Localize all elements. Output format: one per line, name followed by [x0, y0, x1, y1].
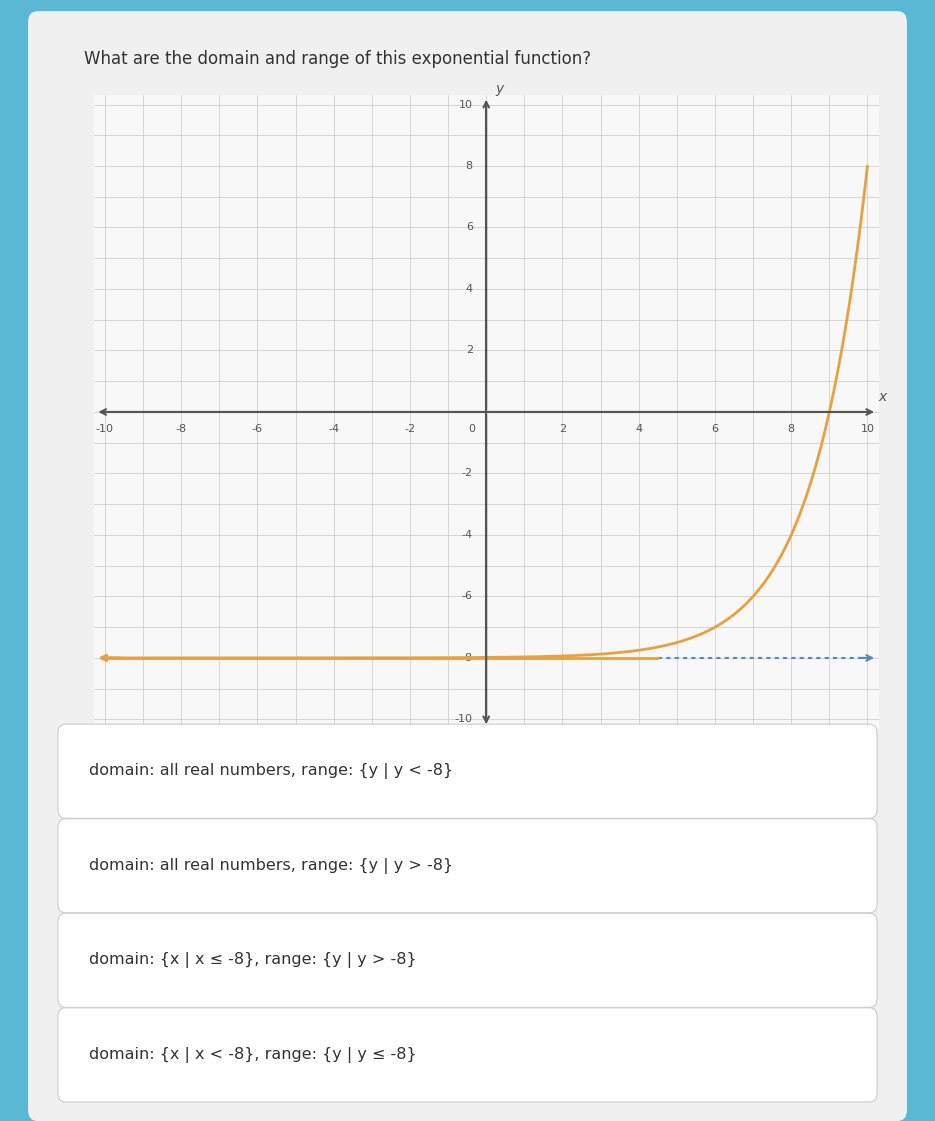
Text: 10: 10	[860, 424, 874, 434]
Text: 10: 10	[459, 100, 473, 110]
Text: domain: all real numbers, range: {y | y < -8}: domain: all real numbers, range: {y | y …	[89, 763, 453, 779]
Text: domain: all real numbers, range: {y | y > -8}: domain: all real numbers, range: {y | y …	[89, 858, 453, 873]
Text: 8: 8	[466, 161, 473, 172]
Text: -4: -4	[328, 424, 339, 434]
Text: 4: 4	[635, 424, 642, 434]
Text: y: y	[496, 82, 504, 96]
Text: x: x	[878, 390, 886, 405]
Text: domain: {x | x < -8}, range: {y | y ≤ -8}: domain: {x | x < -8}, range: {y | y ≤ -8…	[89, 1047, 416, 1063]
Text: -6: -6	[252, 424, 263, 434]
Text: 8: 8	[787, 424, 795, 434]
Text: -10: -10	[96, 424, 114, 434]
Text: 2: 2	[559, 424, 566, 434]
Text: 2: 2	[466, 345, 473, 355]
Text: 6: 6	[712, 424, 718, 434]
Text: 4: 4	[466, 284, 473, 294]
Text: -8: -8	[176, 424, 187, 434]
Text: 0: 0	[468, 424, 475, 434]
Text: domain: {x | x ≤ -8}, range: {y | y > -8}: domain: {x | x ≤ -8}, range: {y | y > -8…	[89, 953, 416, 969]
Text: -2: -2	[404, 424, 415, 434]
Text: -4: -4	[462, 530, 473, 540]
Text: -8: -8	[462, 652, 473, 663]
Text: -10: -10	[454, 714, 473, 724]
Text: 6: 6	[466, 222, 473, 232]
Text: -2: -2	[462, 469, 473, 479]
Text: -6: -6	[462, 592, 473, 602]
Text: What are the domain and range of this exponential function?: What are the domain and range of this ex…	[84, 50, 591, 68]
